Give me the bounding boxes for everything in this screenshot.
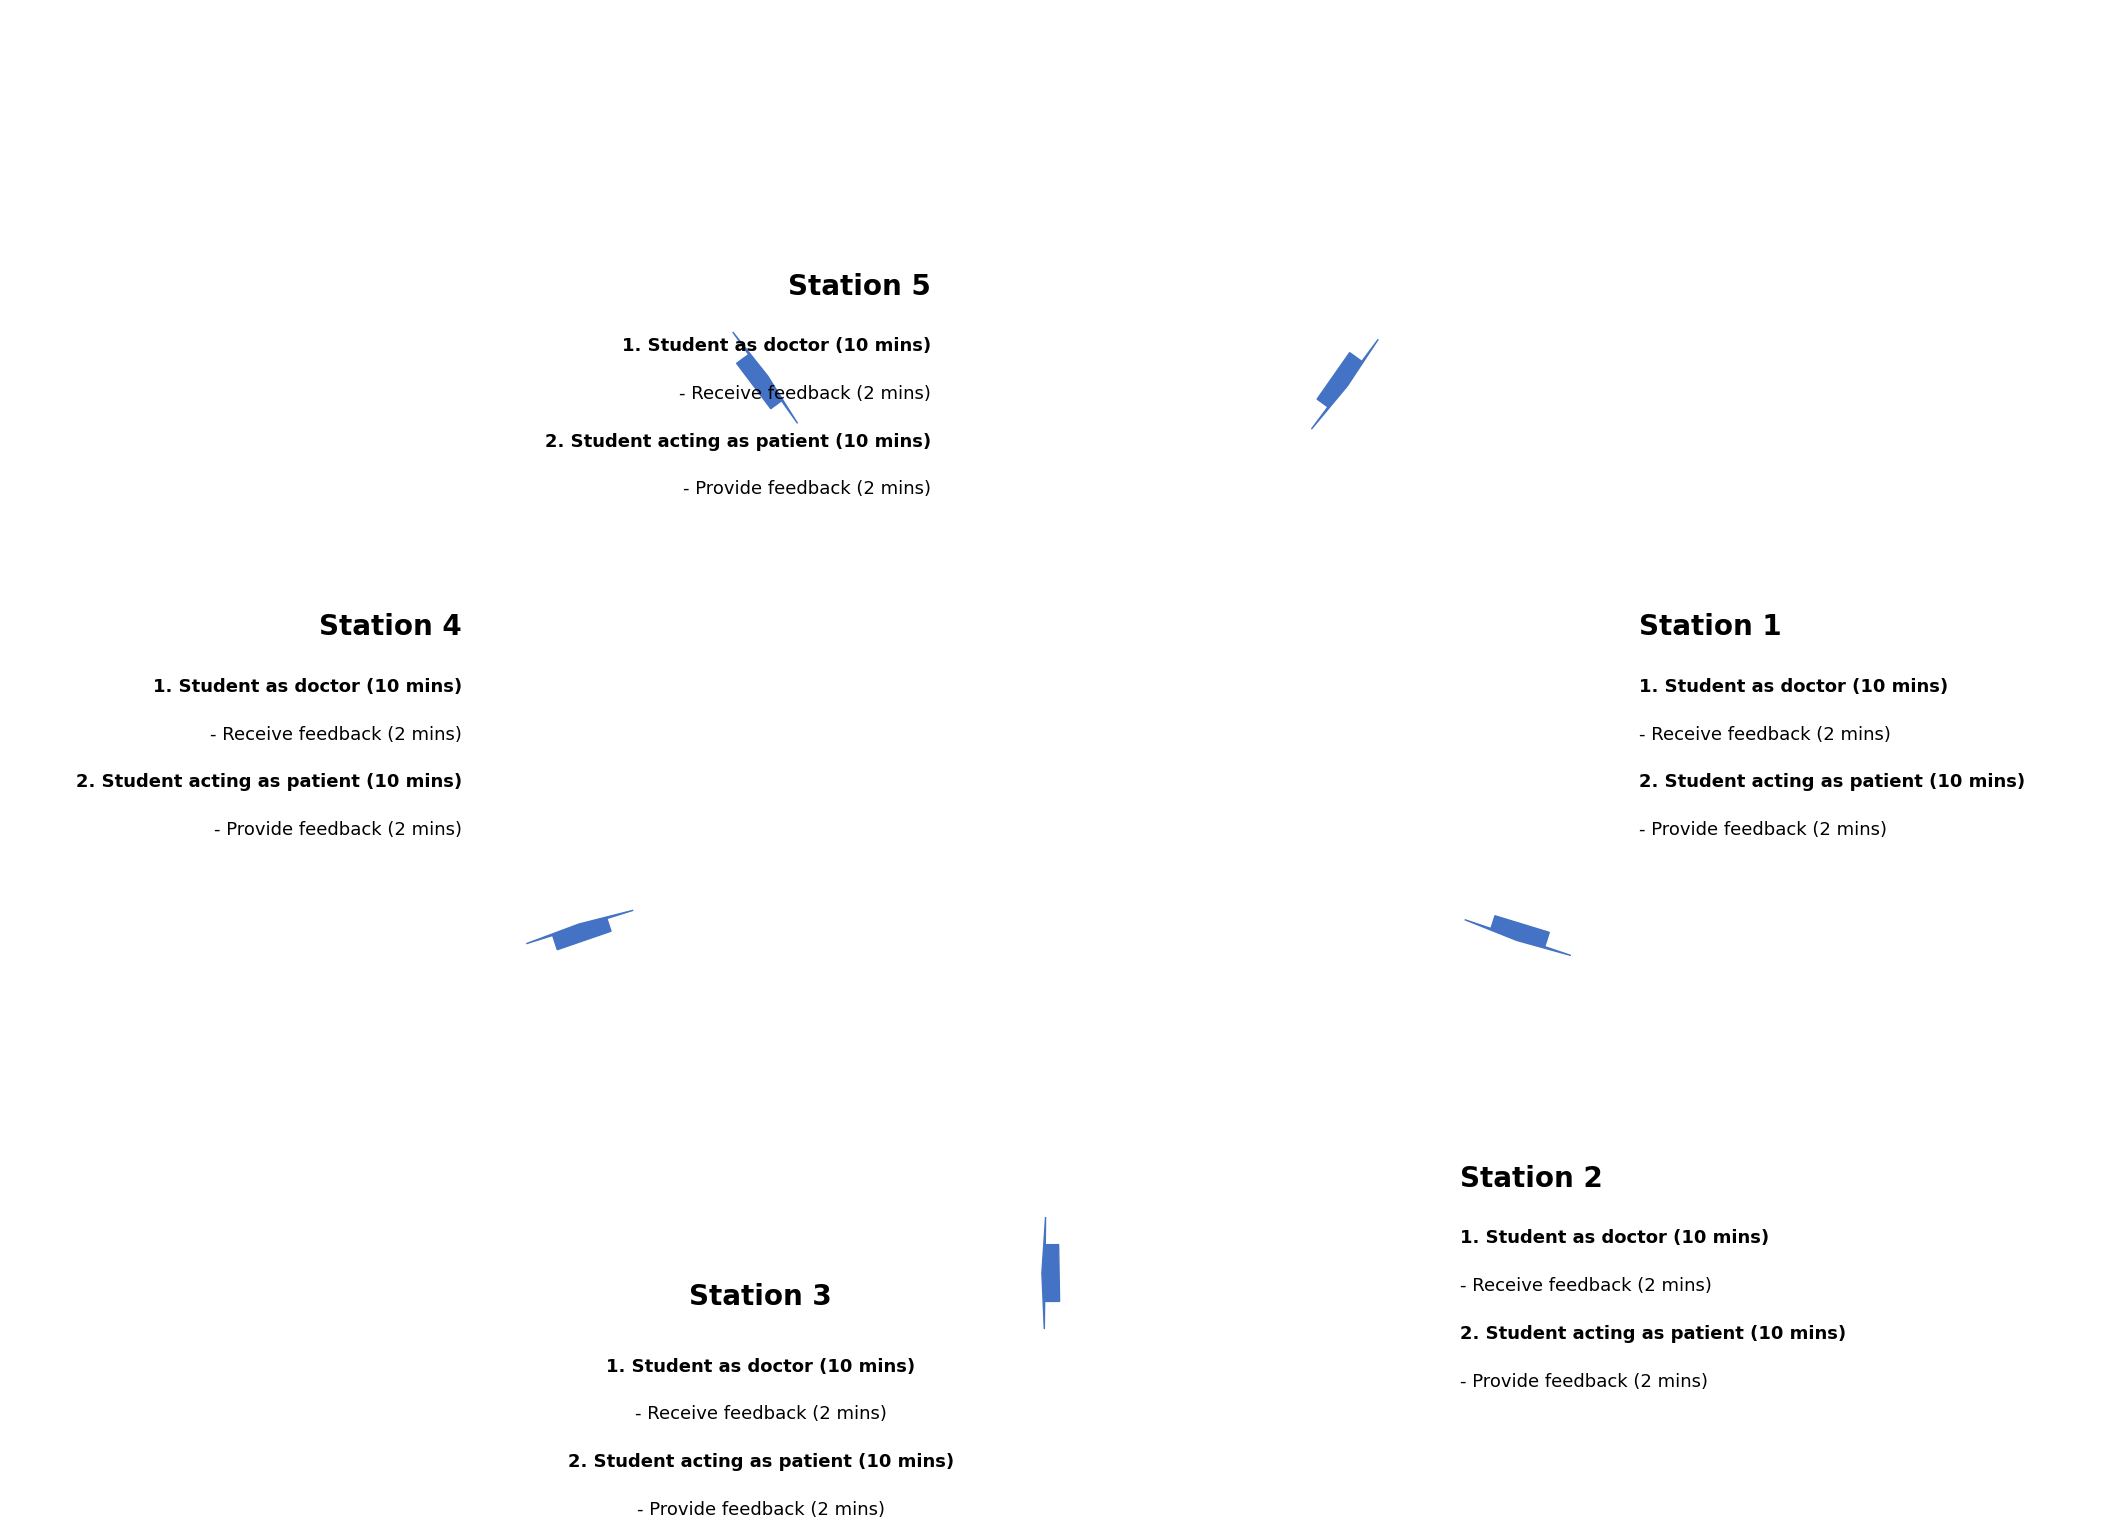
- Text: - Provide feedback (2 mins): - Provide feedback (2 mins): [214, 821, 462, 840]
- Text: 1. Student as doctor (10 mins): 1. Student as doctor (10 mins): [605, 1358, 916, 1375]
- Text: 2. Student acting as patient (10 mins): 2. Student acting as patient (10 mins): [544, 432, 931, 450]
- Text: - Provide feedback (2 mins): - Provide feedback (2 mins): [1460, 1372, 1708, 1390]
- Polygon shape: [525, 910, 632, 943]
- Text: 1. Student as doctor (10 mins): 1. Student as doctor (10 mins): [1460, 1229, 1769, 1247]
- Polygon shape: [1317, 353, 1361, 408]
- Text: - Provide feedback (2 mins): - Provide feedback (2 mins): [1639, 821, 1887, 840]
- Text: - Receive feedback (2 mins): - Receive feedback (2 mins): [635, 1405, 887, 1424]
- Polygon shape: [1492, 916, 1548, 946]
- Text: Station 5: Station 5: [788, 272, 931, 301]
- Text: - Provide feedback (2 mins): - Provide feedback (2 mins): [637, 1501, 885, 1519]
- Text: - Receive feedback (2 mins): - Receive feedback (2 mins): [1460, 1278, 1712, 1294]
- Text: - Receive feedback (2 mins): - Receive feedback (2 mins): [679, 385, 931, 403]
- Polygon shape: [737, 354, 782, 409]
- Polygon shape: [1044, 1244, 1059, 1302]
- Polygon shape: [1464, 920, 1572, 955]
- Text: 2. Student acting as patient (10 mins): 2. Student acting as patient (10 mins): [1460, 1325, 1847, 1343]
- Text: 2. Student acting as patient (10 mins): 2. Student acting as patient (10 mins): [76, 773, 462, 791]
- Text: 1. Student as doctor (10 mins): 1. Student as doctor (10 mins): [622, 338, 931, 354]
- Text: 1. Student as doctor (10 mins): 1. Student as doctor (10 mins): [1639, 678, 1948, 695]
- Text: Station 3: Station 3: [689, 1284, 832, 1311]
- Polygon shape: [1042, 1217, 1046, 1329]
- Polygon shape: [553, 919, 611, 949]
- Polygon shape: [1311, 339, 1378, 429]
- Text: 2. Student acting as patient (10 mins): 2. Student acting as patient (10 mins): [1639, 773, 2025, 791]
- Text: - Receive feedback (2 mins): - Receive feedback (2 mins): [210, 726, 462, 744]
- Text: - Provide feedback (2 mins): - Provide feedback (2 mins): [683, 481, 931, 499]
- Text: Station 1: Station 1: [1639, 613, 1782, 642]
- Text: - Receive feedback (2 mins): - Receive feedback (2 mins): [1639, 726, 1891, 744]
- Polygon shape: [733, 332, 798, 423]
- Text: Station 4: Station 4: [319, 613, 462, 642]
- Text: 2. Student acting as patient (10 mins): 2. Student acting as patient (10 mins): [567, 1453, 954, 1471]
- Text: Station 2: Station 2: [1460, 1165, 1603, 1192]
- Text: 1. Student as doctor (10 mins): 1. Student as doctor (10 mins): [153, 678, 462, 695]
